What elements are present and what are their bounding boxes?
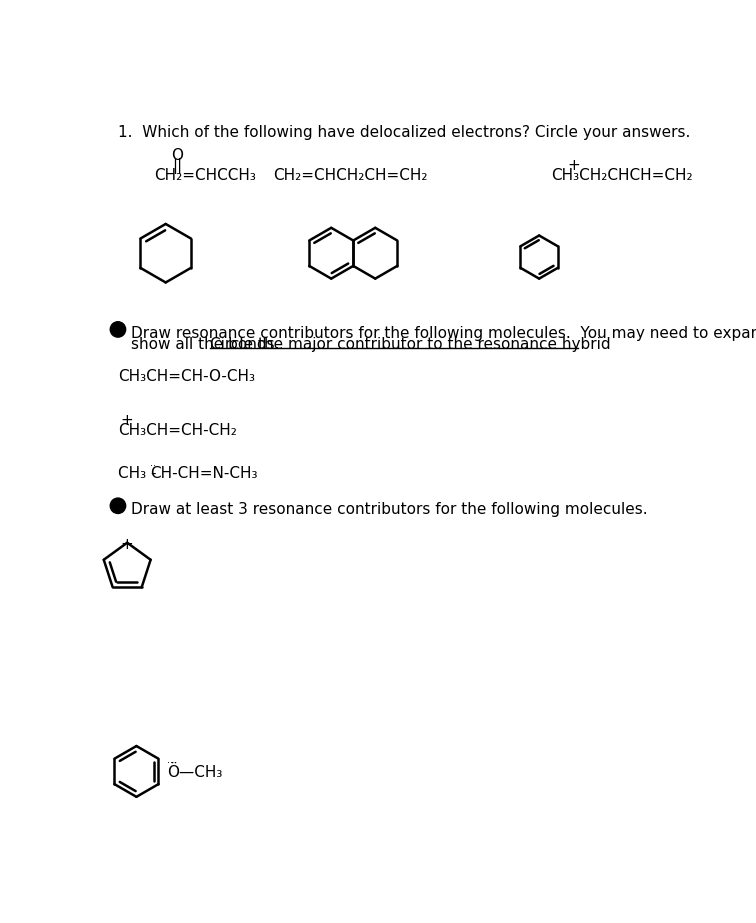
Text: show all the bonds.: show all the bonds. (131, 337, 290, 353)
Text: Draw resonance contributors for the following molecules.  You may need to expand: Draw resonance contributors for the foll… (131, 326, 756, 341)
Text: O: O (172, 148, 183, 162)
Text: CH₃CH=CH-O-CH₃: CH₃CH=CH-O-CH₃ (118, 368, 255, 384)
Text: +: + (121, 413, 134, 427)
Text: +: + (121, 536, 134, 552)
Text: CH₃CH₂CHCH=CH₂: CH₃CH₂CHCH=CH₂ (550, 168, 692, 183)
Circle shape (110, 498, 125, 513)
Text: CH₂=CHCH₂CH=CH₂: CH₂=CHCH₂CH=CH₂ (273, 168, 428, 183)
Text: CH-CH=N-CH₃: CH-CH=N-CH₃ (150, 466, 258, 482)
Text: +: + (568, 158, 580, 173)
Text: Circle the major contributor to the resonance hybrid: Circle the major contributor to the reso… (210, 337, 611, 353)
Text: CH₃CH=CH-CH₂: CH₃CH=CH-CH₂ (118, 423, 237, 438)
Text: Ö—CH₃: Ö—CH₃ (167, 765, 222, 780)
Text: CH₃ -: CH₃ - (118, 466, 156, 482)
Text: Draw at least 3 resonance contributors for the following molecules.: Draw at least 3 resonance contributors f… (131, 502, 648, 517)
Text: ··: ·· (150, 462, 156, 471)
Circle shape (110, 322, 125, 337)
Text: ||: || (172, 158, 182, 174)
Text: ··: ·· (167, 759, 173, 768)
Text: 1.  Which of the following have delocalized electrons? Circle your answers.: 1. Which of the following have delocaliz… (118, 125, 690, 139)
Text: CH₂=CHCCH₃: CH₂=CHCCH₃ (154, 168, 256, 183)
